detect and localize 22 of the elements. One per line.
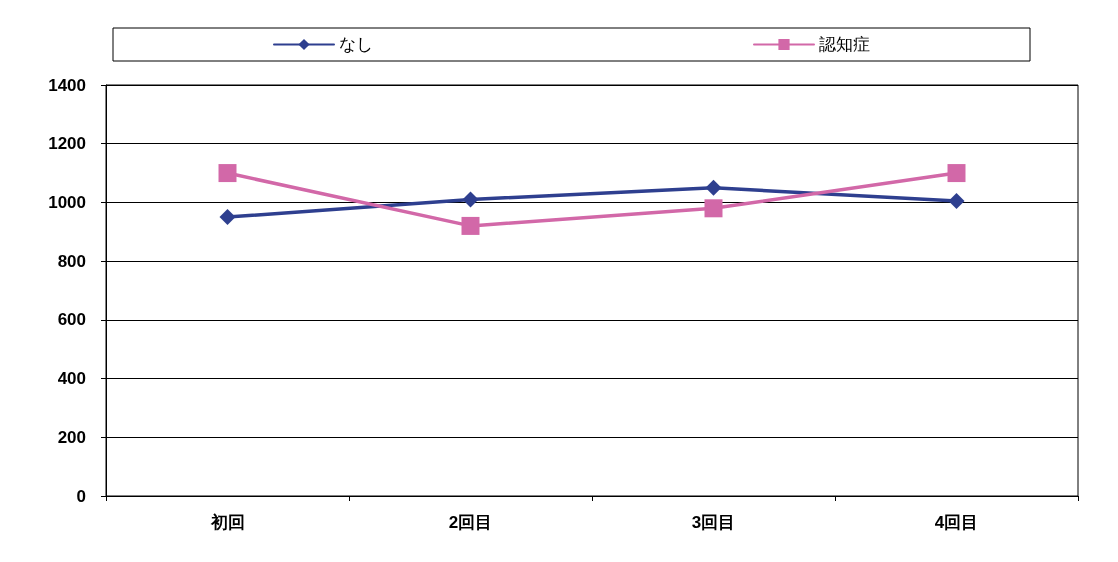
y-tick-label: 800 (57, 251, 86, 271)
y-tick-label: 1200 (48, 134, 86, 154)
x-tick-label: 3回目 (691, 513, 736, 532)
point (462, 191, 479, 208)
legend-label: 認知症 (819, 35, 870, 54)
y-tick-label: 600 (57, 310, 86, 330)
y-tick-label: 200 (57, 427, 86, 447)
y-tick-label: 0 (76, 486, 86, 506)
legend-label: なし (339, 35, 373, 54)
x-tick-label: 初回 (209, 513, 245, 532)
y-tick-label: 1000 (48, 192, 86, 212)
y-tick-label: 400 (57, 369, 86, 389)
point (218, 164, 237, 183)
x-tick-label: 4回目 (934, 513, 979, 532)
point (947, 164, 966, 183)
point (461, 216, 480, 235)
point (705, 179, 722, 196)
x-tick-label: 2回目 (448, 513, 493, 532)
point (948, 192, 965, 209)
y-tick-label: 1400 (48, 75, 86, 95)
point (219, 209, 236, 226)
point (704, 199, 723, 218)
